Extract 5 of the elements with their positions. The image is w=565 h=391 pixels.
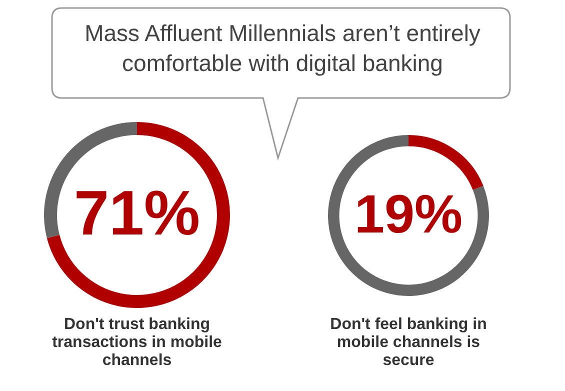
data-label: 71%: [74, 178, 200, 248]
text: Don't trust banking transactions in mobile channels: [51, 316, 223, 370]
text: Don't feel banking in mobile channels is secure: [329, 316, 488, 370]
text: Mass Affluent Millennials aren’t entirely comfortable with digital banking: [84, 19, 482, 78]
data-label: 19%: [354, 184, 463, 244]
